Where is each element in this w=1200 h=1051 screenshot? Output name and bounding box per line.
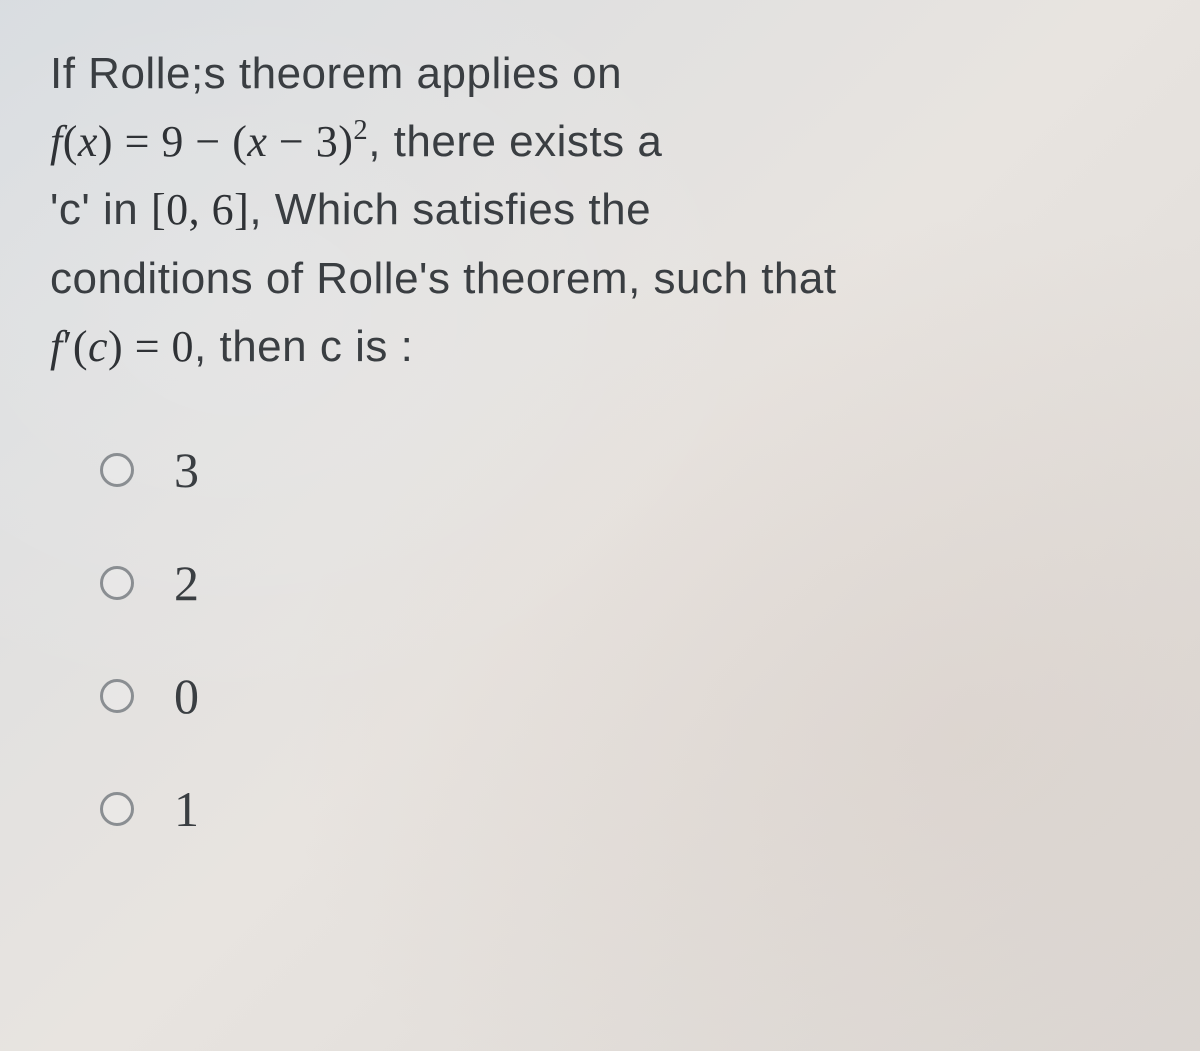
option-0[interactable]: 0: [100, 667, 1150, 725]
options-group: 3 2 0 1: [50, 441, 1150, 838]
option-label: 2: [174, 554, 199, 612]
radio-icon[interactable]: [100, 792, 134, 826]
option-label: 1: [174, 780, 199, 838]
radio-icon[interactable]: [100, 566, 134, 600]
question-line4: conditions of Rolle's theorem, such that: [50, 254, 837, 303]
math-interval: [0, 6]: [151, 185, 249, 234]
question-line2b: , there exists a: [368, 117, 662, 166]
math-fx: f(x) = 9 − (x − 3)2: [50, 117, 368, 166]
question-stem: If Rolle;s theorem applies on f(x) = 9 −…: [50, 40, 1150, 381]
math-fprime: f′(c) = 0: [50, 322, 194, 371]
option-1[interactable]: 1: [100, 780, 1150, 838]
question-line3b: , Which satisfies the: [249, 185, 651, 234]
option-2[interactable]: 2: [100, 554, 1150, 612]
question-line3a: 'c' in: [50, 185, 151, 234]
question-line5b: , then c is :: [194, 322, 413, 371]
radio-icon[interactable]: [100, 679, 134, 713]
question-line1: If Rolle;s theorem applies on: [50, 49, 622, 98]
option-3[interactable]: 3: [100, 441, 1150, 499]
option-label: 3: [174, 441, 199, 499]
radio-icon[interactable]: [100, 453, 134, 487]
option-label: 0: [174, 667, 199, 725]
